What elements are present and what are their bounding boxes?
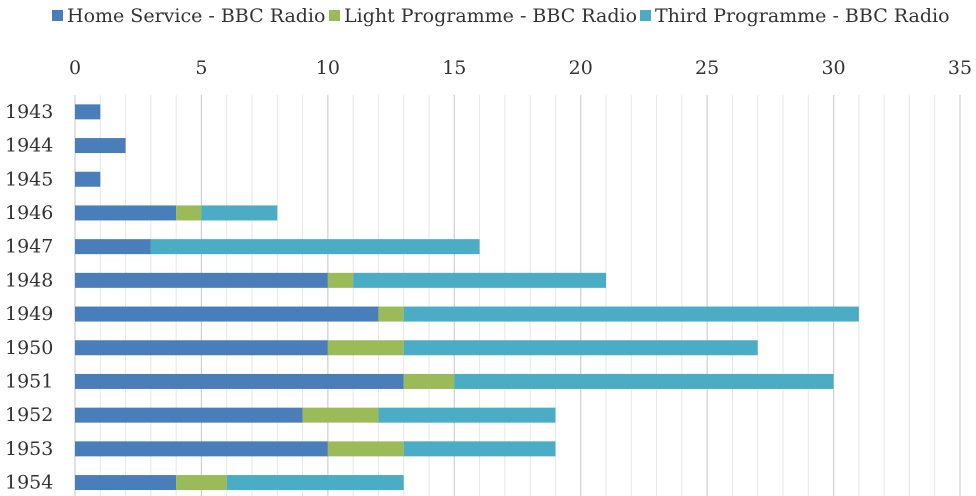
- y-tick-label: 1944: [5, 135, 53, 157]
- bar-segment: [403, 441, 556, 457]
- bar-segment: [75, 306, 379, 322]
- legend-label: Home Service - BBC Radio: [67, 5, 325, 27]
- bar-segment: [75, 340, 328, 356]
- bar-segment: [327, 441, 404, 457]
- gridlines: [74, 95, 961, 496]
- bar-segment: [403, 306, 859, 322]
- bar-segment: [75, 171, 101, 187]
- bar-segment: [75, 475, 177, 491]
- bar-segment: [75, 205, 177, 221]
- x-tick-label: 10: [316, 57, 340, 79]
- y-tick-label: 1951: [5, 370, 53, 392]
- bar-segment: [75, 373, 404, 389]
- bar-segment: [403, 340, 758, 356]
- bar-segment: [176, 475, 227, 491]
- x-tick-label: 15: [442, 57, 466, 79]
- x-axis-ticks: 0 5 10 15 20 25 30 35: [69, 57, 972, 79]
- y-tick-label: 1953: [5, 438, 53, 460]
- bar-segment: [75, 441, 328, 457]
- legend-label: Third Programme - BBC Radio: [655, 5, 950, 27]
- bar-segment: [75, 239, 151, 255]
- bar-segment: [302, 407, 379, 423]
- bar-segment: [403, 373, 455, 389]
- x-tick-label: 20: [569, 57, 593, 79]
- bar-segment: [378, 407, 556, 423]
- legend-swatch: [329, 10, 340, 21]
- bar-segment: [150, 239, 480, 255]
- bar-segment: [353, 272, 606, 288]
- legend-swatch: [52, 10, 63, 21]
- y-axis-ticks: 1943 1944 1945 1946 1947 1948 1949 1950 1951 1952…: [5, 101, 53, 494]
- bar-segment: [75, 138, 126, 154]
- y-tick-label: 1948: [5, 269, 53, 291]
- y-tick-label: 1945: [5, 168, 53, 190]
- y-tick-label: 1949: [5, 303, 53, 325]
- bar-segment: [75, 104, 101, 120]
- legend-swatch: [640, 10, 651, 21]
- bar-segment: [327, 340, 404, 356]
- y-tick-label: 1947: [5, 236, 53, 258]
- bar-segment: [75, 407, 303, 423]
- bar-segment: [201, 205, 278, 221]
- bars: [75, 104, 859, 491]
- y-tick-label: 1946: [5, 202, 53, 224]
- y-tick-label: 1954: [5, 472, 53, 494]
- bar-segment: [378, 306, 404, 322]
- bar-segment: [327, 272, 354, 288]
- x-tick-label: 5: [195, 57, 207, 79]
- bar-segment: [176, 205, 202, 221]
- y-tick-label: 1952: [5, 404, 53, 426]
- x-tick-label: 35: [948, 57, 972, 79]
- bar-segment: [226, 475, 404, 491]
- bar-segment: [454, 373, 834, 389]
- legend-label: Light Programme - BBC Radio: [344, 5, 637, 27]
- y-tick-label: 1943: [5, 101, 53, 123]
- bar-segment: [75, 272, 328, 288]
- x-tick-label: 0: [69, 57, 81, 79]
- chart-legend: Home Service - BBC Radio Light Programme …: [52, 5, 950, 27]
- x-tick-label: 30: [821, 57, 845, 79]
- y-tick-label: 1950: [5, 337, 53, 359]
- x-tick-label: 25: [695, 57, 719, 79]
